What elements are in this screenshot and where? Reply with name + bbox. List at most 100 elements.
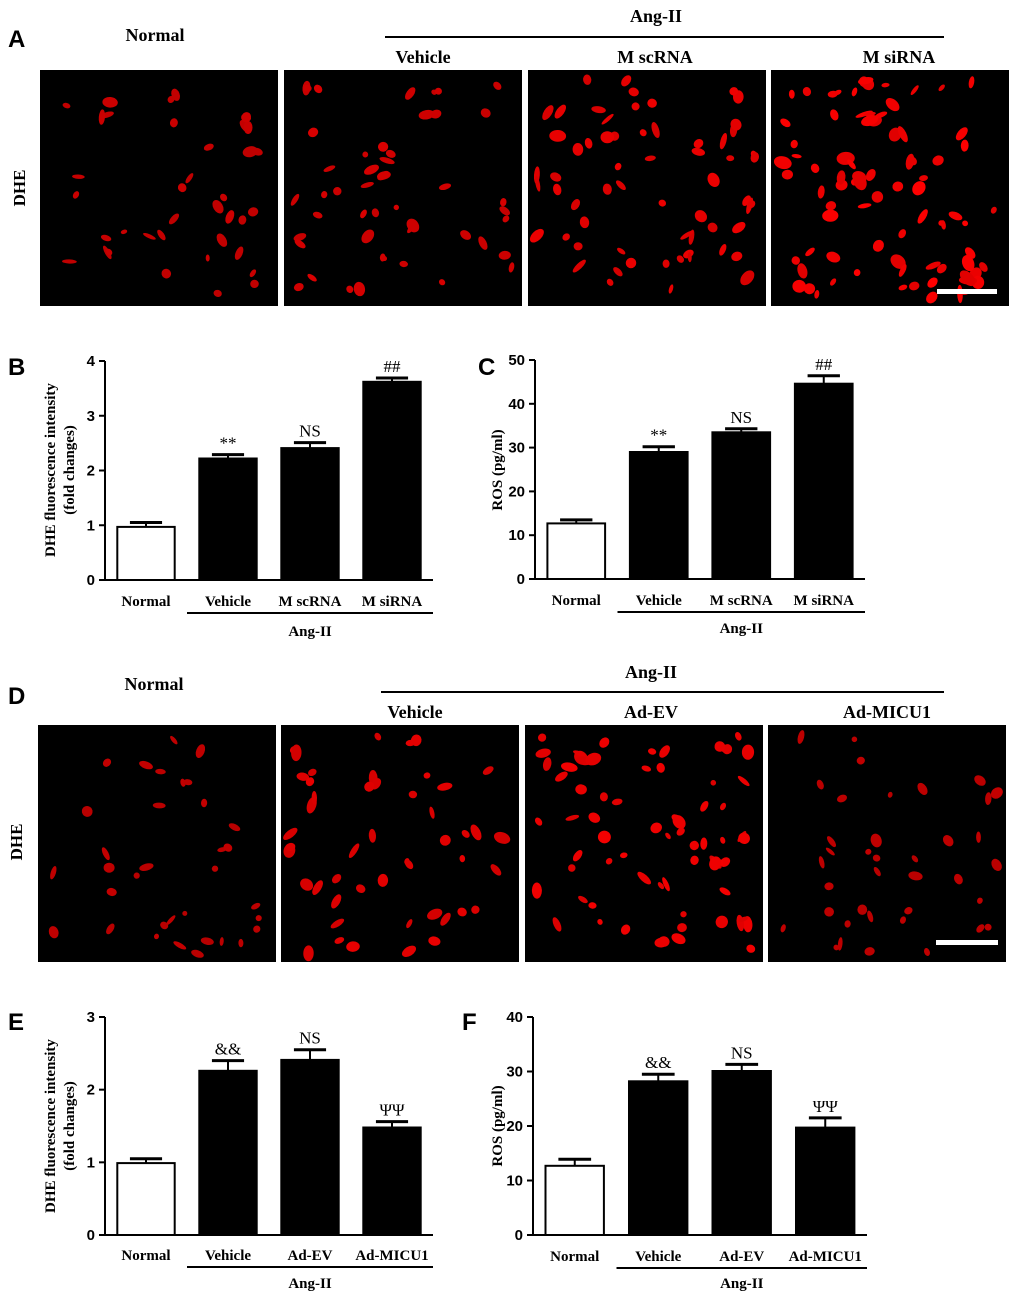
cell-a-0-26 [100,234,112,242]
cell-d-3-11 [825,847,835,856]
cell-d-2-58 [709,856,722,871]
cell-a-2-5 [693,139,704,149]
cell-a-1-13 [378,141,389,152]
cell-a-3-62 [836,170,846,185]
cell-a-1-35 [478,236,488,250]
cell-d-2-63 [720,836,726,844]
cell-d-2-2 [738,832,750,844]
chart-e-ytick-label-1: 1 [87,1154,95,1171]
cell-d-0-2 [102,758,112,767]
cell-d-2-69 [535,748,551,758]
cell-a-3-54 [964,247,976,259]
cell-d-3-0 [904,907,913,915]
cell-a-3-78 [852,171,867,184]
cell-a-3-1 [814,289,820,299]
cell-a-1-10 [393,204,399,211]
cell-d-2-4 [588,902,597,909]
cell-d-1-13 [437,782,453,791]
cell-a-1-32 [438,183,452,191]
panel-a-cells [62,74,997,304]
chart-b-bar-2 [280,447,340,581]
cell-d-2-53 [620,852,628,859]
chart-b-group-label: Ang-II [288,624,332,640]
chart-c-ylabel: ROS (pg/ml) [490,429,506,510]
cell-a-0-35 [169,118,178,128]
cell-d-2-7 [650,822,662,834]
cell-a-3-7 [792,279,806,293]
cell-d-2-36 [575,784,587,795]
cell-a-1-38 [321,191,328,199]
cell-d-0-20 [153,933,160,940]
cell-a-3-56 [898,284,908,291]
cell-a-0-15 [220,193,228,202]
chart-c-ytick-label-1: 10 [508,527,525,544]
cell-a-2-33 [591,106,606,114]
cell-a-2-20 [707,172,720,187]
cell-a-1-21 [371,208,380,218]
cell-a-2-17 [668,284,674,294]
cell-d-3-35 [899,916,907,924]
cell-a-3-14 [936,263,947,274]
chart-b-category-label-2: M scRNA [279,594,342,610]
cell-d-3-29 [911,855,919,863]
cell-d-2-32 [531,882,542,899]
chart-e-category-label-0: Normal [121,1248,170,1264]
cell-a-2-23 [573,242,583,251]
chart-b-bar-1 [198,457,258,581]
cell-a-1-18 [480,108,491,118]
chart-c-category-label-3: M siRNA [794,593,855,609]
cell-a-0-18 [216,233,228,247]
cell-d-0-5 [173,941,187,950]
cell-a-1-47 [385,149,396,158]
cell-a-3-45 [926,291,938,304]
cell-d-2-65 [672,815,686,829]
cell-d-2-25 [680,911,687,918]
cell-a-3-51 [857,203,872,209]
cell-d-2-40 [565,814,580,821]
cell-a-2-4 [552,183,562,196]
chart-f-ytick-label-4: 40 [506,1009,523,1026]
chart-c-bar-3 [793,382,854,581]
cell-a-2-26 [644,155,656,162]
cell-d-3-22 [908,871,923,881]
cell-a-2-13 [740,270,755,286]
cell-a-3-26 [960,139,969,152]
cell-d-0-7 [255,915,262,922]
cell-a-3-60 [788,89,795,99]
cell-d-2-42 [654,937,668,948]
cell-d-2-57 [738,916,748,922]
cell-d-1-24 [406,919,413,929]
cell-a-3-74 [940,220,946,230]
cell-a-2-60 [554,104,567,119]
cell-a-3-66 [955,127,968,141]
cell-d-2-48 [671,933,686,945]
cell-d-2-9 [537,733,547,742]
cell-a-0-37 [205,254,210,262]
panel-a: A Normal Ang-II Vehicle M scRNA M siRNA … [8,6,1009,306]
cell-d-3-25 [857,904,868,915]
cell-d-1-29 [348,843,360,859]
cell-a-3-23 [780,118,791,128]
cell-d-0-24 [200,937,214,945]
chart-f-ytick-label-2: 20 [506,1118,523,1135]
cell-d-1-44 [300,878,314,891]
cell-a-2-49 [614,162,622,171]
panel-a-group-label: Ang-II [630,6,682,26]
cell-d-1-30 [311,791,318,805]
cell-d-2-29 [597,830,611,844]
cell-a-2-56 [750,152,760,163]
chart-b-ytick-label-1: 1 [87,517,95,534]
cell-d-1-2 [471,905,480,914]
cell-d-1-23 [331,894,342,909]
chart-b-ytick-label-0: 0 [87,572,95,589]
cell-a-3-76 [968,76,975,89]
panel-d-col-adev: Ad-EV [624,702,678,722]
cell-a-0-34 [247,207,259,217]
cell-d-0-25 [106,887,117,897]
cell-a-3-8 [885,98,900,112]
cell-a-1-40 [303,84,312,92]
cell-a-3-61 [858,76,874,85]
panel-a-stain-label: DHE [10,170,29,207]
cell-d-2-64 [735,732,742,741]
chart-c-bar-1 [628,451,689,580]
